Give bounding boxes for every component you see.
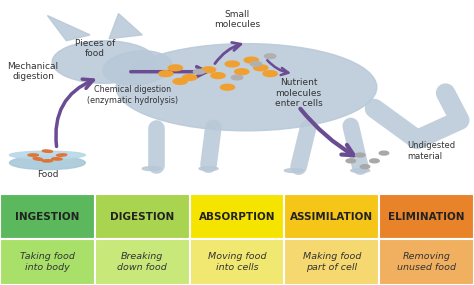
Ellipse shape	[351, 169, 370, 172]
FancyBboxPatch shape	[95, 239, 190, 285]
FancyBboxPatch shape	[0, 194, 95, 239]
Text: ABSORPTION: ABSORPTION	[199, 211, 275, 222]
Circle shape	[193, 69, 205, 74]
Polygon shape	[109, 14, 142, 39]
Circle shape	[250, 62, 262, 66]
FancyBboxPatch shape	[284, 194, 379, 239]
Ellipse shape	[42, 160, 53, 162]
Text: Undigested
material: Undigested material	[408, 141, 456, 161]
Ellipse shape	[284, 169, 303, 172]
Circle shape	[356, 153, 365, 157]
Text: Nutrient
molecules
enter cells: Nutrient molecules enter cells	[275, 78, 322, 108]
Ellipse shape	[56, 154, 67, 156]
Text: ASSIMILATION: ASSIMILATION	[290, 211, 374, 222]
Text: Mechanical
digestion: Mechanical digestion	[8, 62, 59, 82]
Circle shape	[360, 165, 370, 169]
Circle shape	[168, 65, 182, 71]
Circle shape	[211, 73, 225, 78]
Circle shape	[231, 75, 243, 80]
Text: Making food
part of cell: Making food part of cell	[302, 252, 361, 272]
Ellipse shape	[142, 167, 161, 170]
Circle shape	[370, 159, 379, 163]
FancyBboxPatch shape	[0, 239, 95, 285]
Circle shape	[263, 71, 277, 77]
FancyBboxPatch shape	[190, 194, 284, 239]
Text: INGESTION: INGESTION	[15, 211, 80, 222]
Text: Food: Food	[36, 170, 58, 179]
Ellipse shape	[33, 158, 43, 160]
Circle shape	[225, 61, 239, 67]
Ellipse shape	[103, 51, 172, 85]
Ellipse shape	[9, 151, 85, 159]
Text: Chemical digestion
(enzymatic hydrolysis): Chemical digestion (enzymatic hydrolysis…	[87, 85, 178, 105]
Text: Moving food
into cells: Moving food into cells	[208, 252, 266, 272]
Circle shape	[346, 159, 356, 163]
FancyBboxPatch shape	[95, 194, 190, 239]
Ellipse shape	[52, 158, 62, 160]
Text: Taking food
into body: Taking food into body	[20, 252, 75, 272]
Text: ELIMINATION: ELIMINATION	[388, 211, 465, 222]
Ellipse shape	[28, 154, 38, 156]
Ellipse shape	[199, 167, 218, 170]
FancyBboxPatch shape	[379, 239, 474, 285]
Text: Removing
unused food: Removing unused food	[397, 252, 456, 272]
Text: Pieces of
food: Pieces of food	[75, 39, 115, 58]
Ellipse shape	[9, 156, 85, 170]
Circle shape	[264, 54, 276, 58]
Circle shape	[182, 75, 197, 80]
Circle shape	[173, 78, 187, 84]
Circle shape	[244, 57, 258, 63]
Circle shape	[379, 151, 389, 155]
Text: Small
molecules: Small molecules	[214, 10, 260, 29]
FancyBboxPatch shape	[190, 239, 284, 285]
Circle shape	[254, 65, 268, 71]
Ellipse shape	[52, 41, 156, 83]
Circle shape	[201, 67, 216, 73]
Circle shape	[159, 71, 173, 77]
Circle shape	[220, 84, 235, 90]
Polygon shape	[47, 15, 90, 41]
Circle shape	[235, 69, 249, 75]
FancyBboxPatch shape	[284, 239, 379, 285]
Ellipse shape	[43, 150, 52, 152]
Text: Breaking
down food: Breaking down food	[118, 252, 167, 272]
FancyBboxPatch shape	[379, 194, 474, 239]
Ellipse shape	[116, 44, 377, 131]
Text: DIGESTION: DIGESTION	[110, 211, 174, 222]
